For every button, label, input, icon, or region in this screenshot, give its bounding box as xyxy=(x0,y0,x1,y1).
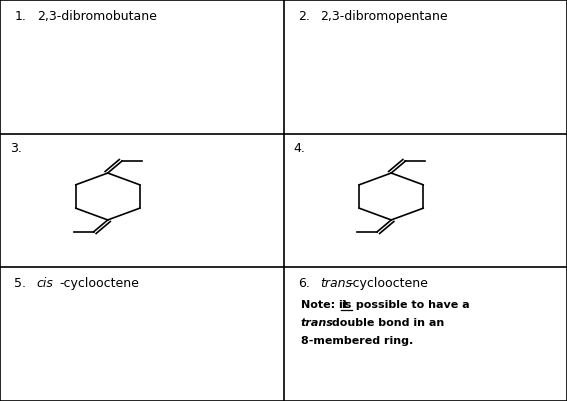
Text: 3.: 3. xyxy=(10,142,22,155)
Text: trans: trans xyxy=(301,318,333,328)
Text: trans: trans xyxy=(320,277,352,290)
Text: 4.: 4. xyxy=(294,142,306,155)
Text: 2,3-dibromopentane: 2,3-dibromopentane xyxy=(320,10,448,23)
Text: is: is xyxy=(341,300,352,310)
Text: -cyclooctene: -cyclooctene xyxy=(60,277,139,290)
Text: cis: cis xyxy=(37,277,54,290)
Text: 5.: 5. xyxy=(14,277,26,290)
Text: 2.: 2. xyxy=(298,10,310,23)
Text: 1.: 1. xyxy=(14,10,26,23)
Text: 8-membered ring.: 8-membered ring. xyxy=(301,336,413,346)
Text: double bond in an: double bond in an xyxy=(328,318,444,328)
Text: Note: it: Note: it xyxy=(301,300,352,310)
Text: 6.: 6. xyxy=(298,277,310,290)
Text: 2,3-dibromobutane: 2,3-dibromobutane xyxy=(37,10,156,23)
Text: possible to have a: possible to have a xyxy=(352,300,469,310)
Text: -cyclooctene: -cyclooctene xyxy=(349,277,429,290)
